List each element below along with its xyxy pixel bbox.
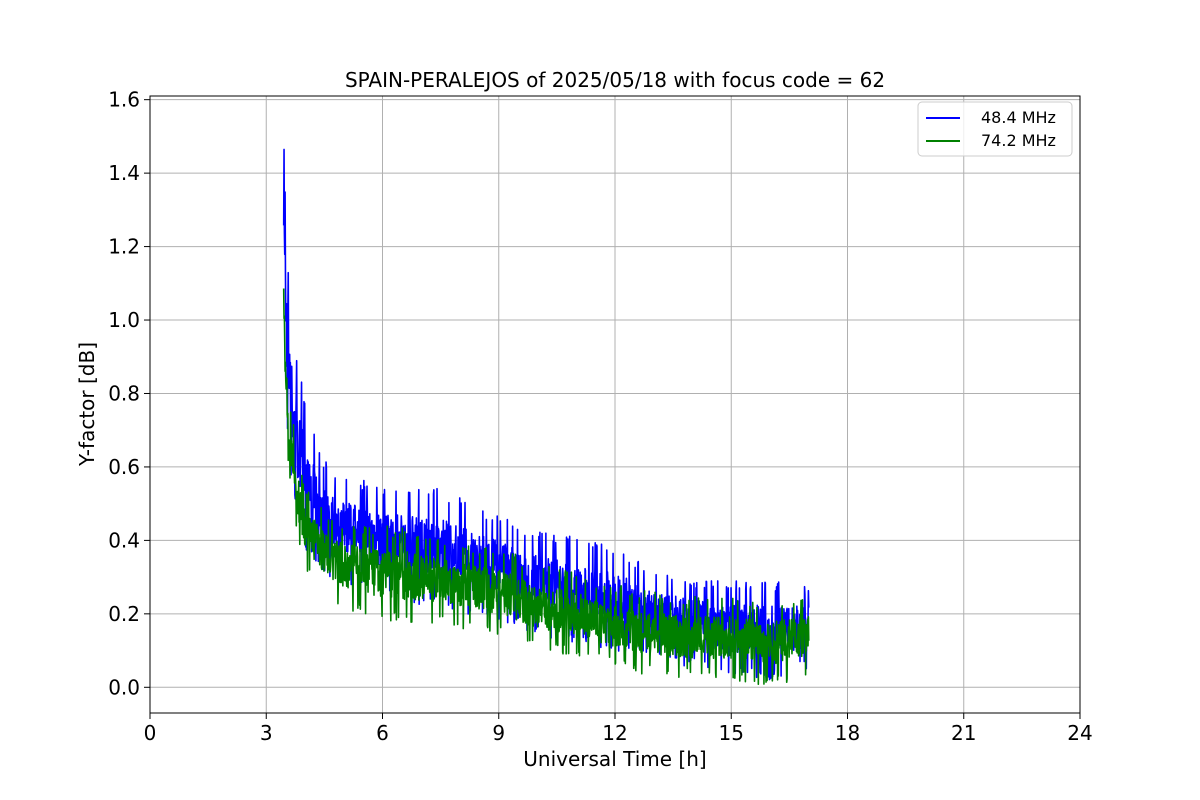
ticks: 0 3 6 9 12 15 18 21 24 0.0 0.2 0.4 0.6 0.8 1.0 1.2 1.4 1.… <box>108 88 1093 745</box>
y-tick-label: 0.6 <box>108 455 140 479</box>
x-tick-label: 0 <box>144 721 157 745</box>
x-tick-label: 9 <box>492 721 505 745</box>
y-tick-label: 0.8 <box>108 381 140 405</box>
y-axis-label: Y-factor [dB] <box>75 342 99 467</box>
legend-label-74-2: 74.2 MHz <box>981 131 1056 150</box>
series-line-74-2-mhz <box>282 288 810 686</box>
y-tick-label: 1.4 <box>108 161 140 185</box>
legend-label-48-4: 48.4 MHz <box>981 108 1056 127</box>
y-tick-label: 1.6 <box>108 88 140 112</box>
chart-title: SPAIN-PERALEJOS of 2025/05/18 with focus… <box>345 68 885 92</box>
y-tick-label: 0.2 <box>108 602 140 626</box>
y-tick-label: 1.0 <box>108 308 140 332</box>
x-tick-label: 21 <box>951 721 976 745</box>
y-tick-label: 0.4 <box>108 528 140 552</box>
x-tick-label: 12 <box>602 721 627 745</box>
x-tick-label: 15 <box>719 721 744 745</box>
x-tick-label: 24 <box>1067 721 1092 745</box>
x-tick-label: 6 <box>376 721 389 745</box>
y-tick-label: 0.0 <box>108 675 140 699</box>
y-tick-label: 1.2 <box>108 235 140 259</box>
x-tick-label: 3 <box>260 721 273 745</box>
x-tick-label: 18 <box>835 721 860 745</box>
x-axis-label: Universal Time [h] <box>523 747 706 771</box>
legend-box <box>917 101 1073 157</box>
legend: 48.4 MHz 74.2 MHz <box>917 101 1073 157</box>
series-layer <box>282 148 810 686</box>
